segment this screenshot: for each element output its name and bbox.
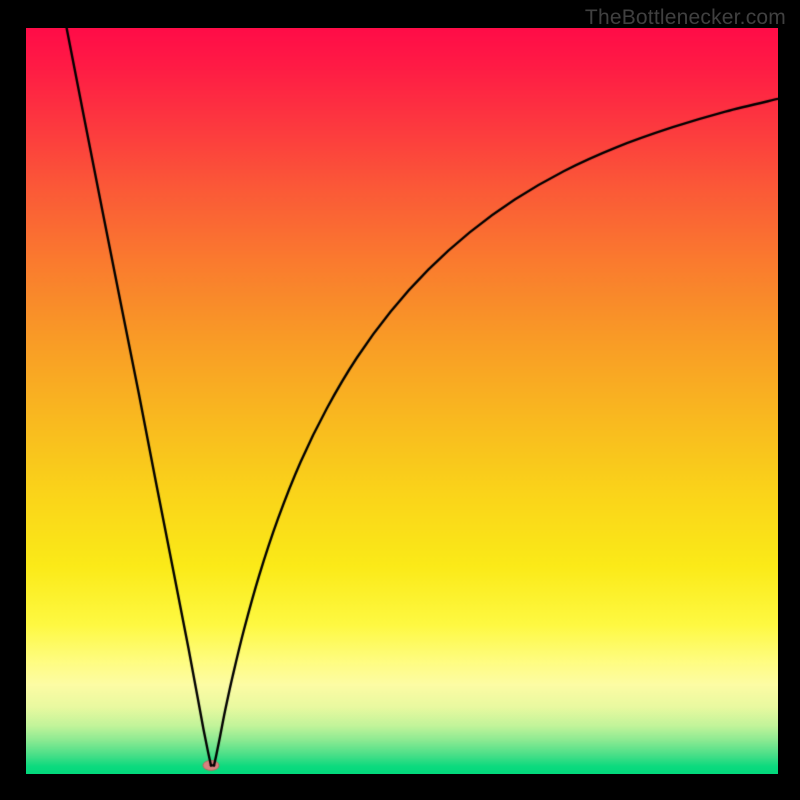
chart-wrapper: TheBottlenecker.com [0,0,800,800]
chart-canvas [26,28,778,774]
attribution-label: TheBottlenecker.com [585,6,786,30]
plot-area [26,28,778,774]
